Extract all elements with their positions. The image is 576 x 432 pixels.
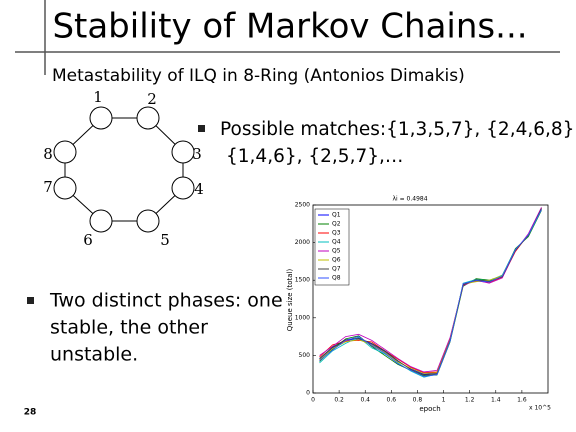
slide-title: Stability of Markov Chains... (52, 7, 527, 47)
legend-label: Q6 (332, 257, 341, 264)
x-tick-label: 0.8 (413, 397, 423, 404)
ring-node (53, 140, 77, 164)
y-tick-label: 1500 (295, 277, 310, 284)
y-axis-label: Queue size (total) (286, 268, 294, 331)
legend-label: Q8 (332, 275, 341, 282)
x-tick-label: 1.6 (517, 397, 527, 404)
page-number: 28 (24, 408, 37, 418)
x-tick-label: 0 (311, 397, 315, 404)
ring-node (89, 209, 113, 233)
node-label: 3 (192, 145, 202, 163)
bullet (27, 297, 34, 304)
node-label: 2 (147, 90, 157, 108)
phases-line: stable, the other (50, 317, 208, 339)
legend-label: Q4 (332, 239, 341, 246)
y-tick-label: 1000 (295, 314, 310, 321)
x-scale-note: x 10^5 (529, 405, 551, 412)
ring-node (171, 176, 195, 200)
bullet (198, 125, 205, 132)
legend-label: Q1 (332, 212, 341, 219)
ring-node (171, 140, 195, 164)
ring-node (136, 209, 160, 233)
chart-title: λi = 0.4984 (392, 196, 427, 203)
x-axis-label: epoch (419, 405, 440, 413)
phases-line: unstable. (50, 344, 138, 366)
subtitle: Metastability of ILQ in 8-Ring (Antonios… (52, 66, 465, 86)
legend-box (314, 208, 350, 286)
legend-label: Q3 (332, 230, 341, 237)
phases-line: Two distinct phases: one (49, 290, 283, 312)
x-tick-label: 0.2 (334, 397, 344, 404)
ring-node (53, 176, 77, 200)
matches-line: {1,4,6}, {2,5,7},… (226, 146, 403, 167)
node-label: 1 (93, 88, 103, 106)
plot-area (312, 204, 549, 394)
y-tick-label: 0 (306, 390, 310, 397)
y-tick-label: 500 (299, 352, 311, 359)
node-label: 6 (83, 231, 93, 249)
x-tick-label: 1.4 (491, 397, 501, 404)
series-line (319, 209, 542, 377)
y-tick-label: 2500 (295, 202, 310, 209)
matches-line: Possible matches:{1,3,5,7}, {2,4,6,8} (220, 119, 574, 140)
node-label: 5 (160, 231, 170, 249)
x-tick-label: 1 (442, 397, 446, 404)
legend-label: Q7 (332, 266, 341, 273)
x-tick-label: 0.4 (360, 397, 370, 404)
node-label: 4 (194, 180, 204, 198)
x-tick-label: 1.2 (465, 397, 475, 404)
inset-chart: 0 500 1000 1500 2000 2500 0 0.2 0.4 0.6 0.8 1 1.2 1.4… (286, 196, 551, 414)
ring-diagram: 1 2 3 4 5 6 7 8 (43, 88, 204, 249)
ring-node (89, 106, 113, 130)
node-label: 7 (43, 178, 53, 196)
series-line (319, 207, 542, 373)
legend-label: Q5 (332, 248, 341, 255)
legend-label: Q2 (332, 221, 341, 228)
x-tick-label: 0.6 (387, 397, 397, 404)
y-tick-label: 2000 (295, 239, 310, 246)
ring-node (136, 106, 160, 130)
node-label: 8 (43, 145, 53, 163)
